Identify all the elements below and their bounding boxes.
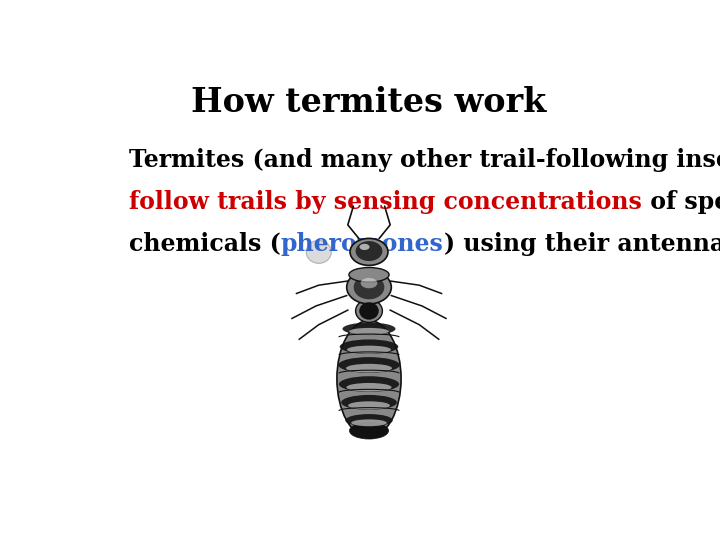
Ellipse shape <box>351 420 387 426</box>
Ellipse shape <box>354 275 384 299</box>
Ellipse shape <box>356 241 382 261</box>
Ellipse shape <box>347 271 392 304</box>
Ellipse shape <box>348 401 390 409</box>
Ellipse shape <box>341 395 397 410</box>
Ellipse shape <box>346 414 392 427</box>
Ellipse shape <box>338 357 400 373</box>
Text: Termites (and many other trail-following insects): Termites (and many other trail-following… <box>129 148 720 172</box>
Ellipse shape <box>349 422 389 439</box>
Ellipse shape <box>359 244 369 250</box>
Ellipse shape <box>356 300 382 322</box>
Ellipse shape <box>306 240 331 264</box>
Text: pheromones: pheromones <box>281 232 444 255</box>
Ellipse shape <box>337 321 401 437</box>
Text: How termites work: How termites work <box>192 86 546 119</box>
Ellipse shape <box>359 302 379 320</box>
Ellipse shape <box>346 383 392 391</box>
Ellipse shape <box>347 346 391 354</box>
Ellipse shape <box>343 322 395 335</box>
Ellipse shape <box>346 364 392 373</box>
Ellipse shape <box>339 376 399 392</box>
Text: chemicals (: chemicals ( <box>129 232 281 255</box>
Ellipse shape <box>350 238 388 266</box>
Ellipse shape <box>340 340 398 354</box>
Ellipse shape <box>361 278 377 288</box>
Text: of special: of special <box>642 190 720 214</box>
Ellipse shape <box>349 267 389 282</box>
Text: follow trails by sensing concentrations: follow trails by sensing concentrations <box>129 190 642 214</box>
Ellipse shape <box>349 328 389 335</box>
Text: ) using their antennae.: ) using their antennae. <box>444 232 720 255</box>
